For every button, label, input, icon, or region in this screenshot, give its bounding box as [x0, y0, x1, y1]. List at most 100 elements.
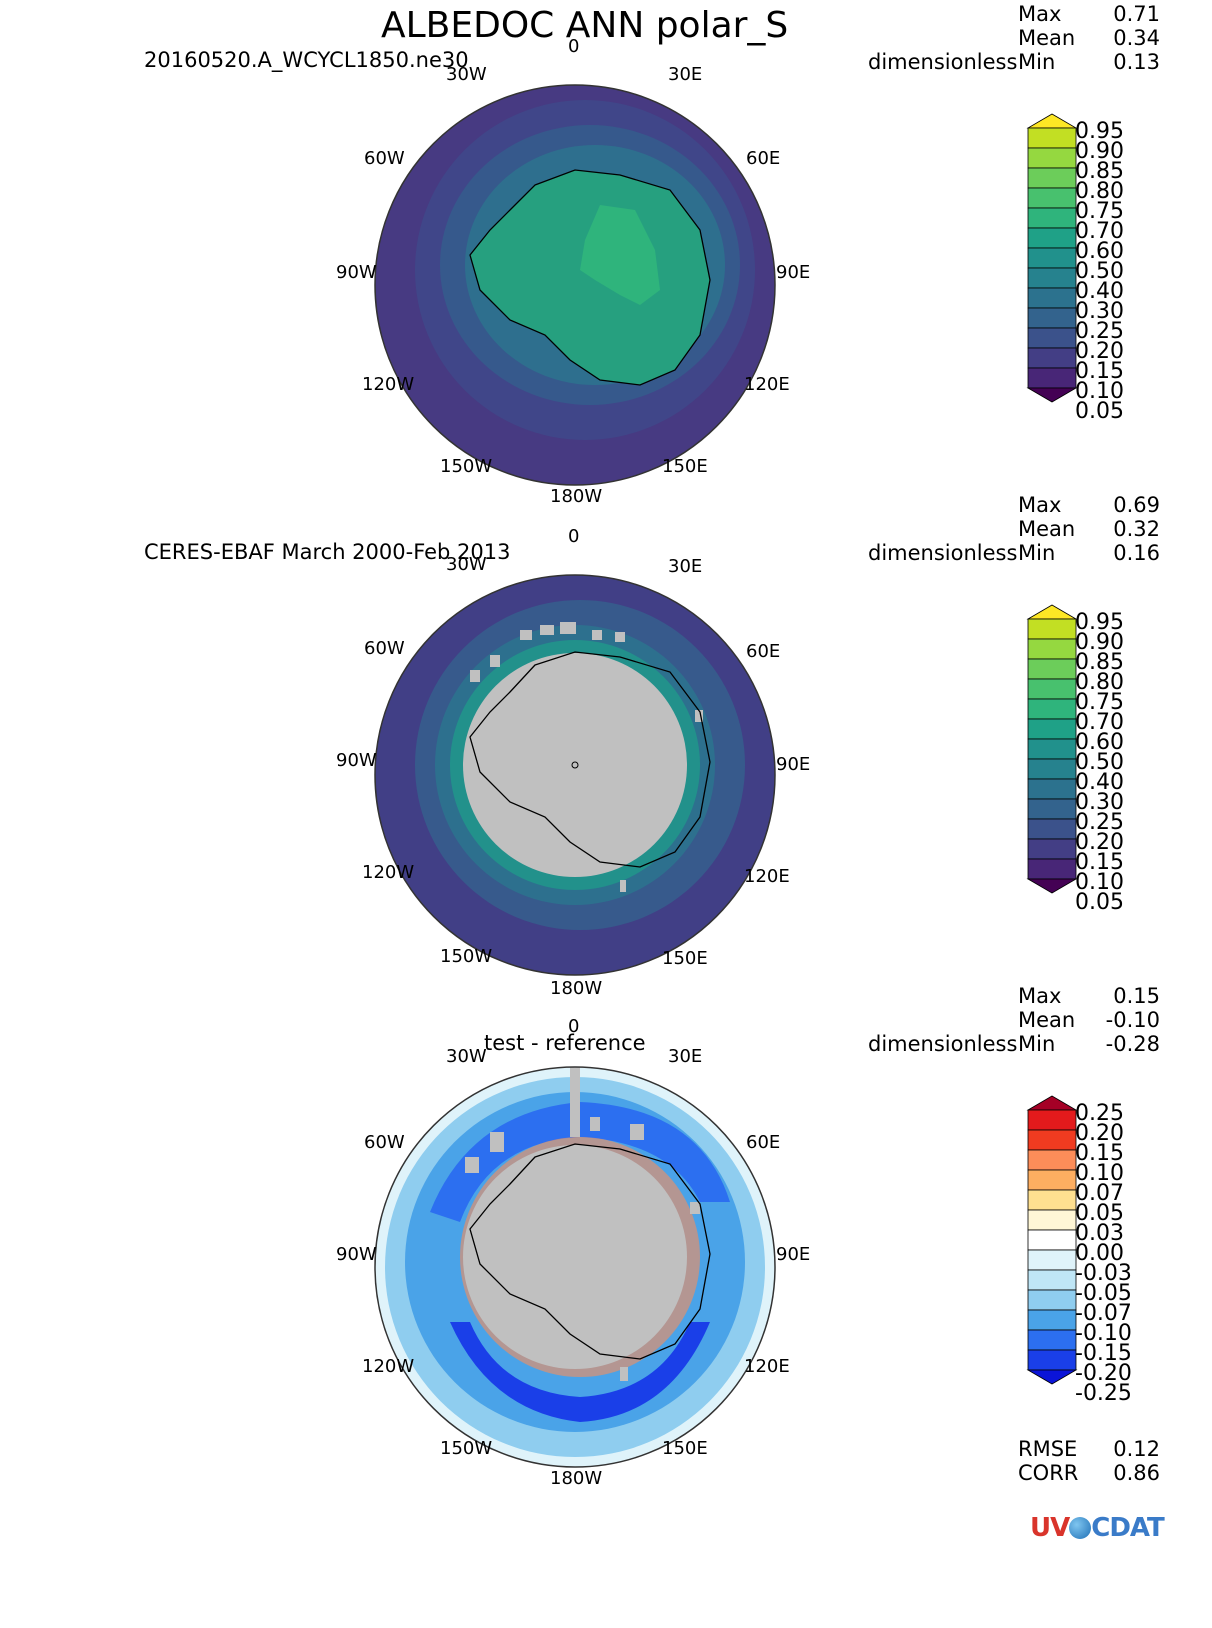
p3-lon-120e: 120E: [744, 1358, 790, 1376]
colorbar-box: [1028, 248, 1076, 268]
colorbar-box: [1028, 128, 1076, 148]
colorbar-box: [1028, 308, 1076, 328]
panel-3-min-label: Min: [1018, 1034, 1055, 1055]
panel-1-min-value: 0.13: [1100, 52, 1160, 73]
panel-2-max-label: Max: [1018, 495, 1061, 516]
p3-lon-0: 0: [568, 1018, 579, 1036]
colorbar-box: [1028, 1210, 1076, 1230]
colorbar-box: [1028, 348, 1076, 368]
panel-1-label: 20160520.A_WCYCL1850.ne30: [144, 50, 469, 71]
colorbar-box: [1028, 839, 1076, 859]
colorbar-top-triangle: [1028, 1096, 1076, 1110]
colorbar-box: [1028, 148, 1076, 168]
page-title: ALBEDOC ANN polar_S: [381, 8, 788, 44]
colorbar-box: [1028, 228, 1076, 248]
p2-lon-60e: 60E: [746, 643, 780, 661]
panel-2-polar-map: [370, 570, 780, 980]
p3-lon-120w: 120W: [362, 1358, 414, 1376]
p3-lon-90e: 90E: [776, 1246, 810, 1264]
colorbar-box: [1028, 1110, 1076, 1130]
p1-lon-30e: 30E: [668, 66, 702, 84]
panel-1-polar-map: [370, 80, 780, 490]
p1-lon-120e: 120E: [744, 376, 790, 394]
colorbar-tick-label: -0.25: [1075, 1383, 1132, 1405]
colorbar-box: [1028, 719, 1076, 739]
colorbar-box: [1028, 1230, 1076, 1250]
panel-3-min-value: -0.28: [1100, 1034, 1160, 1055]
p1-lon-180w: 180W: [550, 488, 602, 506]
panel-1-colorbar: [1020, 114, 1076, 432]
colorbar-box: [1028, 288, 1076, 308]
panel-3-colorbar: [1020, 1096, 1076, 1414]
panel-1-units: dimensionless: [868, 52, 1017, 73]
panel-1-min-label: Min: [1018, 52, 1055, 73]
p1-lon-120w: 120W: [362, 376, 414, 394]
colorbar-box: [1028, 659, 1076, 679]
colorbar-bottom-triangle: [1028, 879, 1076, 893]
globe-icon: [1069, 1517, 1091, 1539]
colorbar-box: [1028, 1350, 1076, 1370]
logo-uv: UV: [1030, 1513, 1069, 1543]
colorbar-top-triangle: [1028, 605, 1076, 619]
panel-3-polar-map: [370, 1062, 780, 1472]
p3-lon-60e: 60E: [746, 1134, 780, 1152]
colorbar-box: [1028, 819, 1076, 839]
p1-lon-90e: 90E: [776, 264, 810, 282]
p3-lon-90w: 90W: [336, 1246, 377, 1264]
panel-2-min-label: Min: [1018, 543, 1055, 564]
colorbar-box: [1028, 859, 1076, 879]
colorbar-box: [1028, 208, 1076, 228]
uvcdat-logo: UV CDAT: [1030, 1513, 1164, 1543]
colorbar-bottom-triangle: [1028, 1370, 1076, 1384]
logo-cdat: CDAT: [1091, 1513, 1164, 1543]
p2-lon-120e: 120E: [744, 868, 790, 886]
panel-2-mean-value: 0.32: [1100, 519, 1160, 540]
rmse-label: RMSE: [1018, 1439, 1077, 1460]
p2-lon-0: 0: [568, 528, 579, 546]
panel-2-max-value: 0.69: [1100, 495, 1160, 516]
p1-lon-90w: 90W: [336, 264, 377, 282]
colorbar-box: [1028, 1170, 1076, 1190]
p1-lon-30w: 30W: [446, 66, 487, 84]
colorbar-box: [1028, 1310, 1076, 1330]
p3-lon-30e: 30E: [668, 1048, 702, 1066]
colorbar-box: [1028, 1290, 1076, 1310]
rmse-value: 0.12: [1100, 1439, 1160, 1460]
p1-lon-150w: 150W: [440, 458, 492, 476]
colorbar-box: [1028, 699, 1076, 719]
panel-3-max-label: Max: [1018, 986, 1061, 1007]
colorbar-box: [1028, 268, 1076, 288]
colorbar-box: [1028, 368, 1076, 388]
colorbar-box: [1028, 188, 1076, 208]
panel-1-mean-value: 0.34: [1100, 28, 1160, 49]
colorbar-box: [1028, 799, 1076, 819]
colorbar-box: [1028, 1150, 1076, 1170]
colorbar-box: [1028, 328, 1076, 348]
panel-3-label: test - reference: [484, 1033, 646, 1054]
panel-2-colorbar: [1020, 605, 1076, 923]
panel-3-units: dimensionless: [868, 1034, 1017, 1055]
panel-1-max-value: 0.71: [1100, 4, 1160, 25]
p3-lon-150w: 150W: [440, 1440, 492, 1458]
colorbar-box: [1028, 1250, 1076, 1270]
colorbar-box: [1028, 1130, 1076, 1150]
colorbar-tick-label: 0.05: [1075, 892, 1124, 914]
p2-lon-150w: 150W: [440, 948, 492, 966]
corr-value: 0.86: [1100, 1463, 1160, 1484]
p2-lon-180w: 180W: [550, 980, 602, 998]
colorbar-box: [1028, 619, 1076, 639]
colorbar-box: [1028, 1330, 1076, 1350]
p1-lon-60w: 60W: [364, 150, 405, 168]
p2-lon-60w: 60W: [364, 640, 405, 658]
colorbar-top-triangle: [1028, 114, 1076, 128]
colorbar-box: [1028, 679, 1076, 699]
p2-lon-120w: 120W: [362, 864, 414, 882]
panel-1-mean-label: Mean: [1018, 28, 1075, 49]
colorbar-box: [1028, 1270, 1076, 1290]
colorbar-box: [1028, 779, 1076, 799]
p2-lon-90e: 90E: [776, 756, 810, 774]
p3-lon-180w: 180W: [550, 1470, 602, 1488]
colorbar-box: [1028, 1190, 1076, 1210]
colorbar-box: [1028, 639, 1076, 659]
panel-3-mean-label: Mean: [1018, 1010, 1075, 1031]
